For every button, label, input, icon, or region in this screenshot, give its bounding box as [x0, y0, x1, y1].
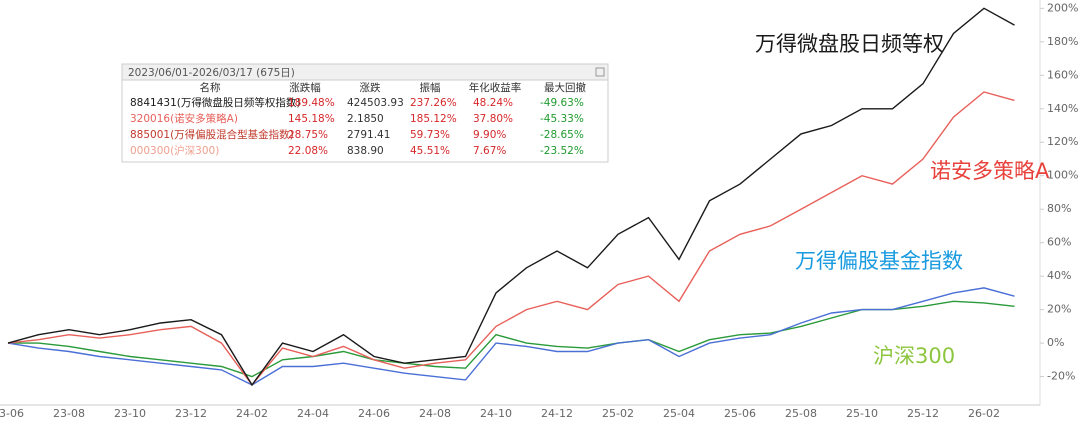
x-tick-label: 25-04 [663, 407, 695, 420]
x-tick-label: 23-12 [175, 407, 207, 420]
x-tick-label: 25-10 [846, 407, 878, 420]
y-tick-label: 60% [1047, 236, 1071, 249]
table-cell: 185.12% [410, 113, 457, 125]
table-cell: 2791.41 [347, 129, 390, 141]
x-tick-label: 23-06 [0, 407, 24, 420]
table-title-bar [121, 63, 609, 81]
y-tick-label: 180% [1047, 35, 1078, 48]
x-tick-label: 25-12 [907, 407, 939, 420]
x-tick-label: 24-08 [419, 407, 451, 420]
series-line [8, 300, 1015, 378]
column-header: 涨跌幅 [289, 81, 321, 94]
table-cell: 45.51% [410, 145, 450, 157]
x-tick-label: 24-10 [480, 407, 512, 420]
x-tick-label: 25-02 [602, 407, 634, 420]
y-tick-label: 120% [1047, 135, 1078, 148]
table-cell: 237.26% [410, 97, 457, 109]
series-line [7, 7, 1015, 387]
table-cell: 59.73% [410, 129, 450, 141]
row-name: 000300(沪深300) [130, 144, 219, 157]
series-line [7, 287, 1015, 386]
series-label: 沪深300 [873, 344, 955, 368]
row-name: 885001(万得偏股混合型基金指数) [130, 128, 294, 141]
column-header: 名称 [200, 81, 221, 94]
y-tick-label: 80% [1047, 202, 1071, 215]
table-cell: 2.1850 [347, 113, 384, 125]
series-label: 万得偏股基金指数 [795, 249, 963, 273]
table-cell: 424503.93 [347, 97, 404, 109]
stats-table: 2023/06/01-2026/03/17 (675日) 名称 涨跌幅 涨跌 振幅 年化收… [121, 63, 609, 163]
y-tick-label: 100% [1047, 169, 1078, 182]
y-tick-label: -20% [1047, 370, 1075, 383]
y-tick-label: 140% [1047, 102, 1078, 115]
x-tick-label: 24-04 [297, 407, 329, 420]
y-tick-label: 0% [1047, 336, 1064, 349]
x-tick-label: 24-02 [236, 407, 268, 420]
series-line [7, 91, 1015, 387]
table-cell: 7.67% [473, 145, 506, 157]
table-cell: 37.80% [473, 113, 513, 125]
table-cell: -28.65% [540, 129, 584, 141]
column-header: 涨跌 [360, 81, 381, 94]
row-name: 320016(诺安多策略A) [130, 112, 238, 125]
table-cell: -49.63% [540, 97, 584, 109]
y-tick-label: 20% [1047, 303, 1071, 316]
x-tick-label: 24-12 [541, 407, 573, 420]
table-cell: 48.24% [473, 97, 513, 109]
row-name: 8841431(万得微盘股日频等权指数) [130, 96, 300, 109]
x-tick-label: 24-06 [358, 407, 390, 420]
y-tick-label: 160% [1047, 68, 1078, 81]
column-header: 振幅 [420, 81, 441, 94]
table-cell: 189.48% [288, 97, 335, 109]
column-header: 年化收益率 [469, 81, 522, 94]
x-tick-label: 23-10 [114, 407, 146, 420]
table-cell: -23.52% [540, 145, 584, 157]
table-cell: 838.90 [347, 145, 384, 157]
table-cell: -45.33% [540, 113, 584, 125]
column-header: 最大回撤 [544, 81, 586, 94]
y-tick-label: 40% [1047, 269, 1071, 282]
x-tick-label: 23-08 [53, 407, 85, 420]
close-button [595, 67, 605, 77]
x-tick-label: 25-08 [785, 407, 817, 420]
table-title: 2023/06/01-2026/03/17 (675日) [128, 67, 295, 79]
table-cell: 9.90% [473, 129, 506, 141]
x-tick-label: 25-06 [724, 407, 756, 420]
table-cell: 28.75% [288, 129, 328, 141]
series-label: 万得微盘股日频等权 [755, 32, 944, 56]
table-cell: 22.08% [288, 145, 328, 157]
y-tick-label: 200% [1047, 1, 1078, 14]
x-tick-label: 26-02 [968, 407, 1000, 420]
series-label: 诺安多策略A [930, 159, 1050, 183]
table-cell: 145.18% [288, 113, 335, 125]
